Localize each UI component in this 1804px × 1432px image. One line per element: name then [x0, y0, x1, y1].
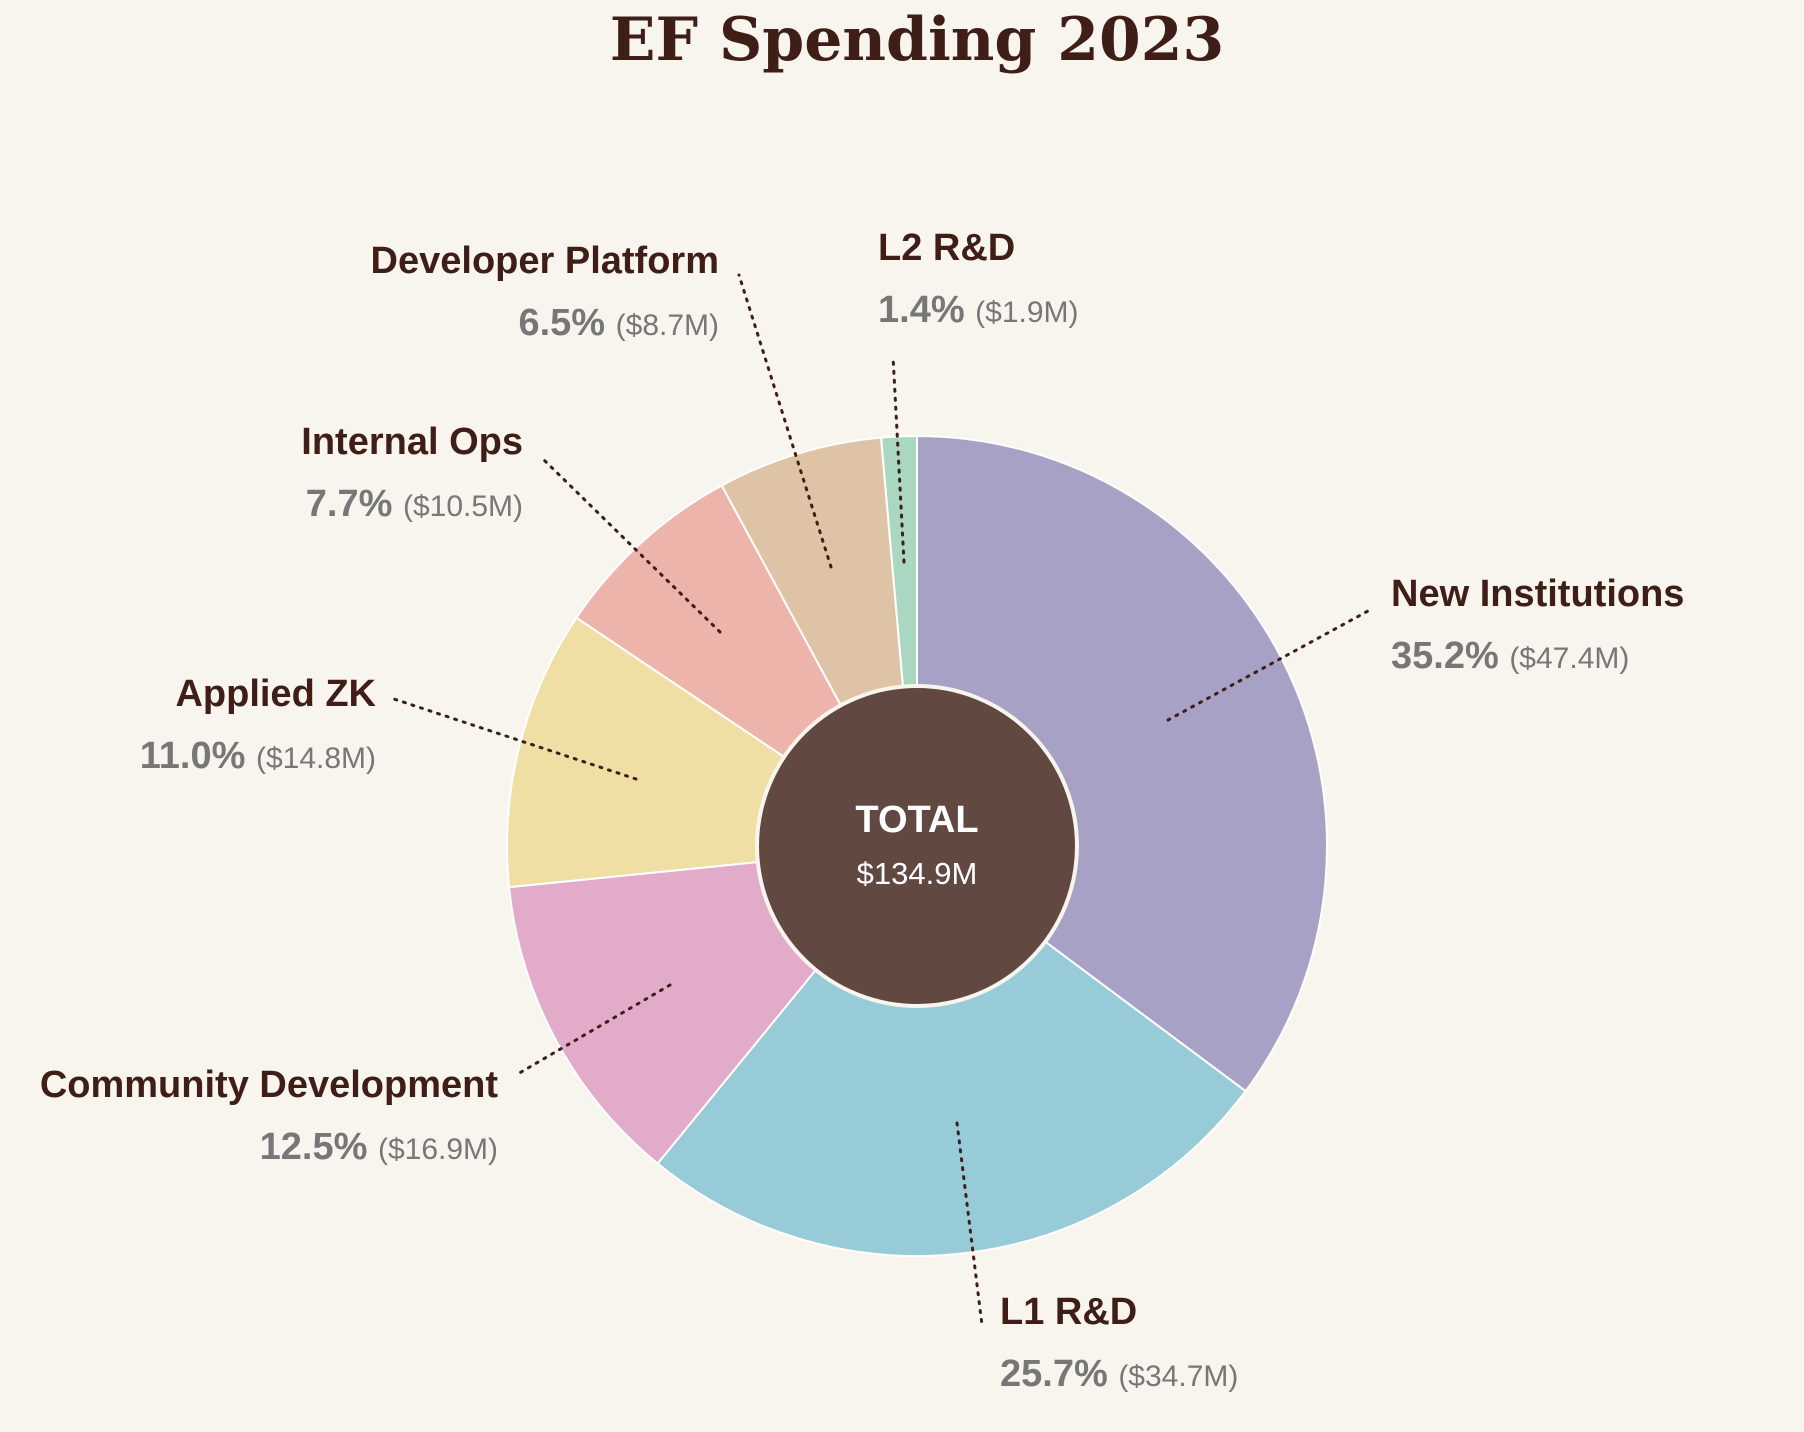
- label-percent: 7.7%: [306, 483, 403, 525]
- label-name-new-institutions: New Institutions: [1391, 573, 1684, 615]
- center-value: $134.9M: [857, 856, 978, 891]
- label-name-applied-zk: Applied ZK: [175, 673, 376, 715]
- label-name-developer-platform: Developer Platform: [371, 240, 719, 282]
- label-name-internal-ops: Internal Ops: [301, 421, 523, 463]
- label-value-community-development: 12.5% ($16.9M): [260, 1126, 498, 1168]
- label-value-developer-platform: 6.5% ($8.7M): [518, 302, 719, 344]
- label-value-l1-r-d: 25.7% ($34.7M): [1000, 1353, 1238, 1395]
- label-amount: ($14.8M): [256, 742, 376, 775]
- label-amount: ($34.7M): [1118, 1360, 1238, 1393]
- label-percent: 11.0%: [140, 735, 256, 777]
- label-percent: 12.5%: [260, 1126, 378, 1168]
- leader-line: [737, 273, 833, 569]
- label-name-l1-r-d: L1 R&D: [1000, 1291, 1137, 1333]
- label-amount: ($8.7M): [616, 309, 719, 342]
- label-amount: ($16.9M): [378, 1133, 498, 1166]
- label-name-l2-r-d: L2 R&D: [878, 227, 1015, 269]
- label-percent: 1.4%: [878, 289, 975, 331]
- leader-lines-group: [392, 273, 1370, 1327]
- label-amount: ($47.4M): [1509, 642, 1629, 675]
- leader-line: [1166, 609, 1370, 722]
- label-amount: ($1.9M): [975, 296, 1078, 329]
- center-label: TOTAL: [855, 799, 978, 841]
- leader-line: [392, 697, 638, 781]
- leader-line: [891, 354, 906, 564]
- leader-line: [955, 1121, 984, 1327]
- label-value-applied-zk: 11.0% ($14.8M): [140, 735, 376, 777]
- label-name-community-development: Community Development: [40, 1064, 499, 1106]
- label-percent: 6.5%: [518, 302, 615, 344]
- leader-line: [514, 983, 672, 1077]
- label-amount: ($10.5M): [403, 490, 523, 523]
- labels-group: L2 R&D 1.4% ($1.9M) New Institutions 35.2% …: [40, 227, 1685, 1395]
- label-value-internal-ops: 7.7% ($10.5M): [306, 483, 523, 525]
- label-percent: 35.2%: [1391, 635, 1509, 677]
- slice-l1-r-d: [656, 844, 1248, 1257]
- center-circle: [755, 684, 1079, 1008]
- chart-title: EF Spending 2023: [610, 5, 1225, 75]
- label-value-new-institutions: 35.2% ($47.4M): [1391, 635, 1629, 677]
- label-value-l2-r-d: 1.4% ($1.9M): [878, 289, 1079, 331]
- slice-new-institutions: [916, 434, 1328, 1093]
- label-percent: 25.7%: [1000, 1353, 1118, 1395]
